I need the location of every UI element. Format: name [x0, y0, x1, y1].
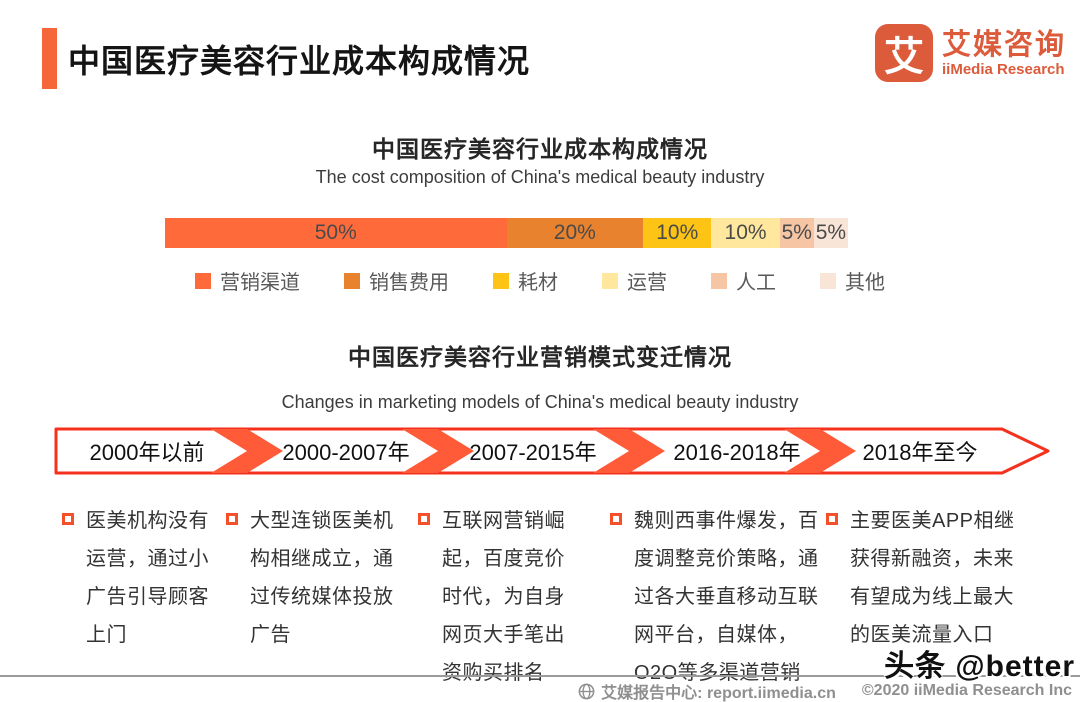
- bullet-square-icon: [62, 513, 74, 525]
- legend-swatch-icon: [344, 272, 360, 289]
- timeline-period-label: 2000年以前: [89, 440, 205, 465]
- timeline-arrow-band: [54, 427, 1050, 475]
- legend-label: 运营: [627, 272, 667, 294]
- chart-subtitle: The cost composition of China's medical …: [315, 167, 765, 187]
- chevron-separator-icon: [784, 429, 856, 473]
- timeline-subtitle: Changes in marketing models of China's m…: [281, 392, 799, 412]
- bar-segment: 10%: [643, 218, 712, 248]
- legend-item: 其他: [820, 266, 885, 295]
- bullet-square-icon: [610, 513, 622, 525]
- footer-divider: [0, 675, 1080, 677]
- legend-item: 耗材: [493, 266, 558, 295]
- legend-label: 营销渠道: [220, 272, 300, 294]
- legend-swatch-icon: [711, 272, 727, 289]
- legend-swatch-icon: [493, 272, 509, 289]
- bar-segment: 5%: [813, 218, 848, 248]
- watermark: 头条 @better: [884, 650, 1075, 683]
- chevron-separator-icon: [211, 429, 283, 473]
- legend-label: 其他: [845, 272, 885, 294]
- bullet-square-icon: [826, 513, 838, 525]
- period-description-item: 医美机构没有运营，通过小广告引导顾客上门: [62, 502, 224, 654]
- period-description-text: 主要医美APP相继获得新融资，未来有望成为线上最大的医美流量入口: [850, 510, 1015, 646]
- timeline-outline-arrow: [54, 427, 1050, 475]
- period-description-item: 大型连锁医美机构相继成立，通过传统媒体投放广告: [226, 502, 412, 654]
- legend-label: 耗材: [518, 272, 558, 294]
- period-description-item: 主要医美APP相继获得新融资，未来有望成为线上最大的医美流量入口: [826, 502, 1030, 654]
- bullet-square-icon: [418, 513, 430, 525]
- legend-item: 营销渠道: [195, 266, 300, 295]
- chevron-separator-icon: [593, 429, 665, 473]
- timeline-title: 中国医疗美容行业营销模式变迁情况: [348, 344, 732, 370]
- timeline-period-label: 2007-2015年: [469, 440, 597, 465]
- period-description-text: 魏则西事件爆发，百度调整竞价策略，通过各大垂直移动互联网平台，自媒体，O2O等多…: [634, 510, 819, 684]
- stacked-bar: 50% 20% 10% 10% 5% 5%: [165, 218, 848, 248]
- legend-item: 人工: [711, 266, 776, 295]
- legend-item: 运营: [602, 266, 667, 295]
- period-description-item: 互联网营销崛起，百度竞价时代，为自身网页大手笔出资购买排名: [418, 502, 582, 692]
- period-description-text: 医美机构没有运营，通过小广告引导顾客上门: [86, 510, 209, 646]
- legend-swatch-icon: [195, 272, 211, 289]
- period-description-text: 大型连锁医美机构相继成立，通过传统媒体投放广告: [250, 510, 394, 646]
- iimedia-logo-icon: 艾: [874, 24, 933, 82]
- period-description-item: 魏则西事件爆发，百度调整竞价策略，通过各大垂直移动互联网平台，自媒体，O2O等多…: [610, 502, 826, 692]
- page-title: 中国医疗美容行业成本构成情况: [68, 43, 531, 79]
- legend-item: 销售费用: [344, 266, 449, 295]
- legend-label: 人工: [736, 272, 776, 294]
- footer: 艾媒报告中心: report.iimedia.cn ©2020 iiMedia …: [578, 679, 1072, 702]
- logo-name-en: iiMedia Research: [941, 60, 1065, 78]
- legend-swatch-icon: [820, 272, 836, 289]
- period-descriptions: 医美机构没有运营，通过小广告引导顾客上门 大型连锁医美机构相继成立，通过传统媒体投…: [0, 502, 1080, 684]
- chevron-separators: [211, 429, 856, 473]
- logo-name-cn: 艾媒咨询: [941, 28, 1066, 61]
- legend-label: 销售费用: [369, 272, 449, 294]
- globe-icon: [578, 683, 595, 699]
- timeline-period-label: 2018年至今: [862, 440, 978, 465]
- footer-report-center: 艾媒报告中心: report.iimedia.cn: [601, 685, 836, 702]
- bar-segment: 5%: [779, 218, 814, 248]
- legend-swatch-icon: [602, 272, 618, 289]
- timeline-period-label: 2000-2007年: [282, 440, 410, 465]
- chart-legend: 营销渠道 销售费用 耗材 运营 人工 其他: [0, 266, 1080, 295]
- title-accent-bar: [42, 28, 57, 89]
- bar-segment: 50%: [165, 218, 507, 248]
- footer-copyright: ©2020 iiMedia Research Inc: [861, 682, 1072, 699]
- bullet-square-icon: [226, 513, 238, 525]
- bar-segment: 20%: [506, 218, 644, 248]
- bar-segment: 10%: [711, 218, 780, 248]
- chevron-separator-icon: [402, 429, 474, 473]
- iimedia-logo: 艾 艾媒咨询 iiMedia Research: [874, 24, 1066, 82]
- period-description-text: 互联网营销崛起，百度竞价时代，为自身网页大手笔出资购买排名: [442, 510, 565, 684]
- timeline-band: 2000年以前 2000-2007年 2007-2015年 2016-2018年 201…: [52, 424, 1062, 478]
- timeline-period-label: 2016-2018年: [673, 440, 801, 465]
- chart-title: 中国医疗美容行业成本构成情况: [372, 136, 708, 162]
